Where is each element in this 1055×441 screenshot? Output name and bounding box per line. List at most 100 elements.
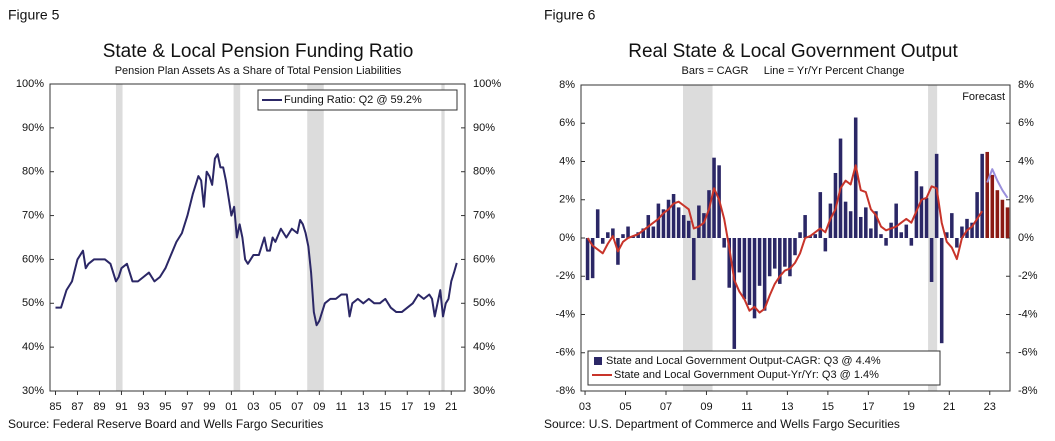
bar: [707, 190, 711, 238]
recession-shading: [441, 84, 445, 391]
bar: [879, 234, 883, 238]
bar: [661, 209, 666, 238]
bar: [1000, 199, 1005, 238]
bar: [702, 213, 706, 238]
legend-label: State and Local Government Ouput-Yr/Yr: …: [614, 369, 879, 381]
recession-shading: [115, 84, 123, 391]
x-tick-label: 21: [943, 401, 955, 413]
bar: [772, 238, 777, 269]
bar: [697, 205, 701, 238]
source-note: Source: Federal Reserve Board and Wells …: [8, 417, 323, 431]
x-tick-label: 21: [445, 401, 457, 413]
bar: [975, 192, 979, 238]
plot-frame: [49, 83, 466, 392]
bar: [858, 216, 863, 238]
bar: [965, 218, 969, 238]
bar: [722, 238, 726, 248]
bar: [853, 117, 858, 238]
x-tick-label: 01: [225, 401, 237, 413]
x-tick-label: 09: [700, 401, 712, 413]
annotation: Forecast: [962, 91, 1005, 103]
bar: [783, 238, 787, 267]
bar: [737, 238, 742, 273]
bar: [950, 213, 954, 238]
bar: [606, 232, 610, 238]
bar: [985, 151, 990, 238]
x-tick-label: 87: [71, 401, 83, 413]
bar: [864, 207, 868, 238]
x-tick-label: 23: [984, 401, 996, 413]
y-tick-label: 80%: [22, 166, 44, 178]
y-tick-label: -8%: [555, 385, 575, 397]
bar: [914, 171, 919, 238]
x-tick-label: 05: [619, 401, 631, 413]
bar: [747, 238, 752, 305]
line: [55, 153, 458, 327]
bar: [970, 222, 974, 238]
y2-tick-label: -8%: [1018, 385, 1038, 397]
y2-tick-label: -6%: [1018, 347, 1038, 359]
y2-tick-label: 80%: [473, 166, 495, 178]
bar: [656, 203, 661, 238]
bar: [960, 226, 964, 238]
y-tick-label: 8%: [559, 79, 575, 91]
x-tick-label: 07: [660, 401, 672, 413]
bar: [681, 215, 686, 238]
bar: [798, 232, 802, 238]
x-tick-label: 19: [903, 401, 915, 413]
line: [586, 164, 984, 314]
y-tick-label: 4%: [559, 155, 575, 167]
x-tick-label: 99: [203, 401, 215, 413]
y2-tick-label: 60%: [473, 253, 495, 265]
bar: [869, 228, 873, 238]
bar: [944, 232, 949, 238]
bar: [590, 238, 595, 279]
bar: [712, 157, 716, 238]
y-tick-label: 50%: [22, 297, 44, 309]
x-tick-label: 11: [336, 401, 347, 413]
bar: [732, 238, 737, 349]
y-tick-label: -4%: [555, 308, 575, 320]
chart-subtitle: Pension Plan Assets As a Share of Total …: [115, 65, 402, 77]
y2-tick-label: 70%: [473, 209, 495, 221]
bar: [676, 207, 681, 238]
y-tick-label: 100%: [16, 78, 44, 90]
bar: [666, 199, 671, 238]
y-tick-label: 60%: [22, 253, 44, 265]
y2-tick-label: 0%: [1018, 232, 1034, 244]
bar: [651, 226, 656, 238]
bar: [889, 222, 893, 238]
bar: [585, 238, 590, 281]
x-tick-label: 05: [269, 401, 281, 413]
bar: [778, 238, 782, 284]
bar: [813, 234, 818, 238]
x-tick-label: 11: [741, 401, 752, 413]
y2-tick-label: 90%: [473, 122, 495, 134]
y2-tick-label: 50%: [473, 297, 495, 309]
bar: [909, 238, 914, 246]
figure-label: Figure 5: [8, 7, 60, 23]
bar: [742, 238, 747, 300]
recession-shading: [307, 84, 324, 391]
bar: [929, 238, 934, 282]
bar: [919, 186, 924, 238]
y2-tick-label: 4%: [1018, 155, 1034, 167]
x-tick-label: 13: [781, 401, 793, 413]
bar: [641, 228, 645, 238]
x-tick-label: 03: [247, 401, 259, 413]
bar: [757, 238, 762, 286]
bar: [924, 197, 929, 238]
bar: [671, 194, 676, 238]
legend-box: [587, 350, 941, 386]
x-tick-label: 13: [357, 401, 369, 413]
line: [986, 168, 1009, 199]
y2-tick-label: 40%: [473, 341, 495, 353]
bar: [818, 192, 823, 238]
bar: [621, 234, 625, 238]
y-tick-label: 40%: [22, 341, 44, 353]
y2-tick-label: 6%: [1018, 117, 1034, 129]
y-tick-label: -6%: [555, 347, 575, 359]
x-tick-label: 85: [49, 401, 61, 413]
bar: [843, 201, 848, 238]
